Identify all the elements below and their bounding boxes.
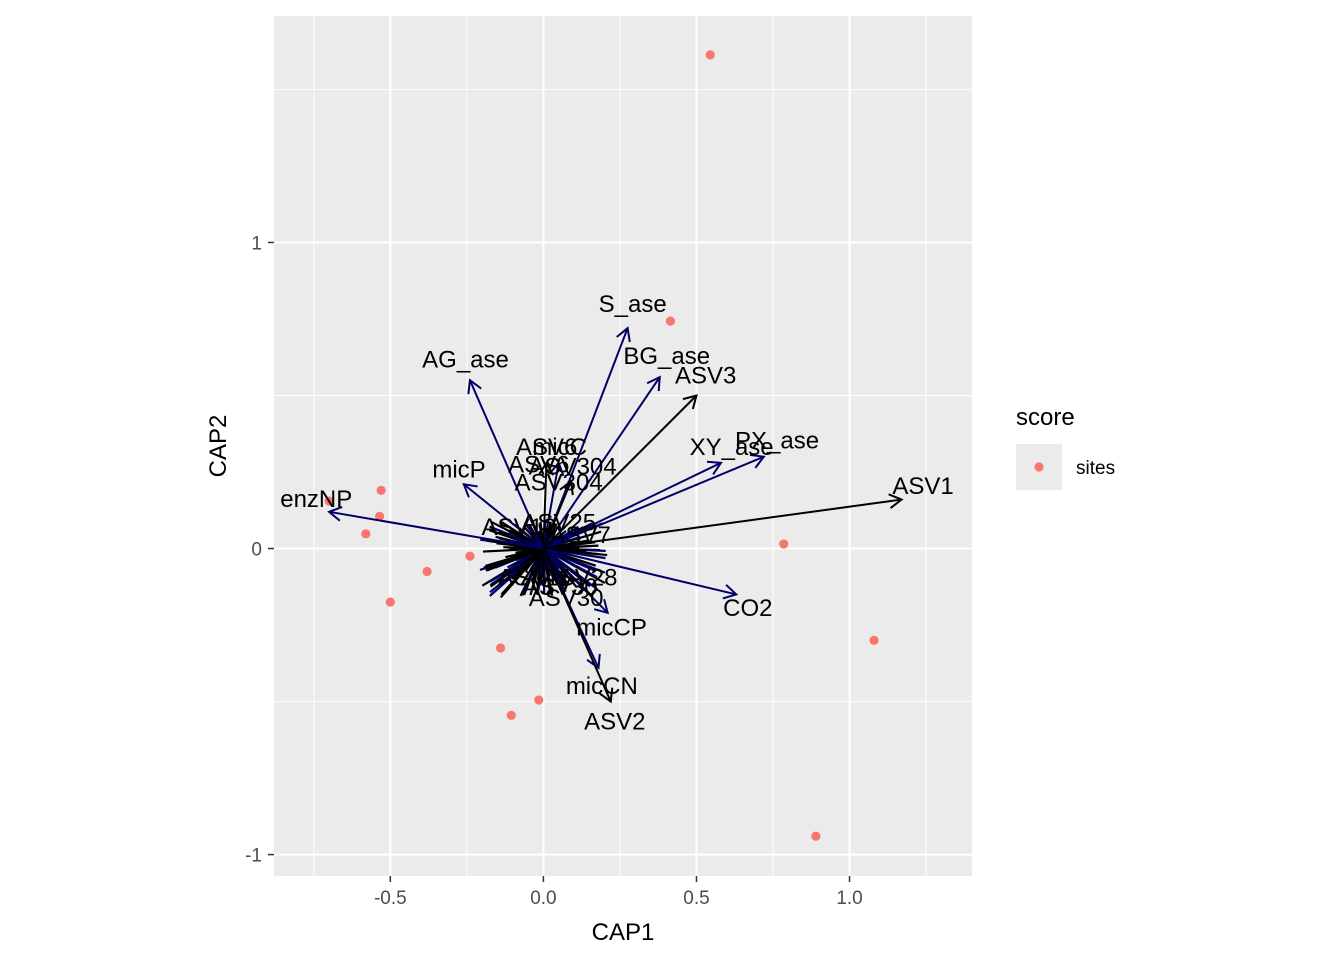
- env-label: enzNP: [280, 486, 352, 513]
- vector-arrows: [327, 326, 904, 704]
- species-arrow-asv2: [542, 548, 614, 704]
- site-point: [465, 551, 475, 561]
- x-tick-label: 1.0: [836, 888, 862, 909]
- env-label: AG_ase: [422, 346, 509, 373]
- grid-lines: [274, 16, 972, 876]
- axes: -0.5 0.0 0.5 1.0 -1 0 1: [245, 233, 863, 909]
- species-arrow-asv30: [542, 548, 566, 587]
- cluster-label: ASV25: [521, 510, 596, 537]
- env-arrow-micp: [462, 482, 545, 550]
- site-point: [534, 695, 544, 705]
- cluster-arrow: [520, 547, 545, 586]
- env-arrow-xy-ase: [542, 460, 723, 550]
- cluster-label: ASV6: [508, 451, 569, 478]
- cluster-arrow: [543, 547, 587, 552]
- env-label: BG_ase: [623, 343, 710, 370]
- plot-panel: [274, 16, 972, 876]
- species-arrow-asv3: [542, 394, 698, 550]
- x-axis-title: CAP1: [592, 919, 655, 946]
- env-label: micC: [532, 434, 587, 461]
- site-point: [376, 485, 386, 495]
- y-axis-title: CAP2: [205, 415, 232, 478]
- legend-title: score: [1016, 404, 1075, 431]
- species-label: ASV1: [892, 473, 953, 500]
- legend: score sites: [1016, 404, 1115, 490]
- cluster-label: ASV10: [482, 514, 557, 541]
- species-label: ASV2: [584, 708, 645, 735]
- cluster-arrow: [510, 547, 544, 559]
- x-tick-label: 0.0: [530, 888, 556, 909]
- site-point: [779, 539, 789, 549]
- site-point: [506, 710, 516, 720]
- site-point: [869, 635, 879, 645]
- species-arrow-asv304: [542, 479, 574, 549]
- species-arrow-asv1: [543, 493, 904, 550]
- env-arrow-micc: [542, 460, 565, 549]
- species-label: ASV6: [516, 434, 577, 461]
- env-arrow-miccp: [542, 547, 610, 615]
- cluster-label: ASV304: [515, 470, 603, 497]
- y-tick-label: -1: [245, 846, 262, 867]
- cluster-label: ASV30: [523, 574, 598, 601]
- cluster-arrow: [523, 522, 545, 550]
- env-label: micCP: [576, 614, 647, 641]
- env-arrow-ag-ase: [467, 378, 545, 549]
- env-label: PX_ase: [735, 427, 819, 454]
- cluster-label: ASV11: [498, 565, 571, 592]
- env-label: micP: [432, 457, 485, 484]
- env-label: XY_ase: [690, 434, 774, 461]
- cluster-arrow: [494, 527, 544, 550]
- cluster-arrow: [541, 548, 545, 574]
- env-arrow-bg-ase: [542, 375, 661, 550]
- site-point: [422, 566, 432, 577]
- species-label: ASV304: [529, 453, 617, 480]
- x-tick-label: -0.5: [374, 888, 407, 909]
- env-arrow-px-ase: [543, 453, 766, 550]
- site-point: [385, 597, 395, 607]
- species-arrow-asv6: [538, 460, 554, 549]
- site-point: [495, 643, 506, 653]
- site-point: [361, 529, 371, 539]
- sites-points: [324, 50, 879, 841]
- env-arrow-co2: [543, 547, 739, 600]
- cluster-arrow: [489, 547, 545, 588]
- site-point: [811, 831, 821, 841]
- species-label: ASV3: [675, 363, 736, 390]
- env-arrow-enznp: [327, 506, 544, 550]
- env-label: micCN: [566, 673, 638, 700]
- cluster-arrow: [542, 548, 552, 594]
- site-point: [665, 316, 676, 326]
- site-point: [375, 511, 385, 521]
- legend-sites-marker: [1034, 462, 1044, 472]
- cluster-label: ASV28: [543, 565, 618, 592]
- site-point: [705, 50, 715, 60]
- vector-labels: ASV6ASV304ASV30ASV25ASV10ASV7ASV28ASV11S…: [280, 291, 954, 735]
- site-point: [324, 496, 334, 506]
- cluster-arrow: [542, 547, 597, 573]
- cluster-label: ASV7: [549, 522, 610, 549]
- species-label: ASV30: [529, 585, 604, 612]
- env-label: CO2: [723, 595, 772, 622]
- x-tick-label: 0.5: [683, 888, 709, 909]
- cluster-arrow: [542, 547, 599, 591]
- legend-sites-label: sites: [1076, 458, 1115, 479]
- env-label: S_ase: [599, 291, 667, 318]
- cluster-arrow: [510, 547, 545, 580]
- y-tick-label: 0: [251, 540, 262, 561]
- y-tick-label: 1: [251, 233, 262, 254]
